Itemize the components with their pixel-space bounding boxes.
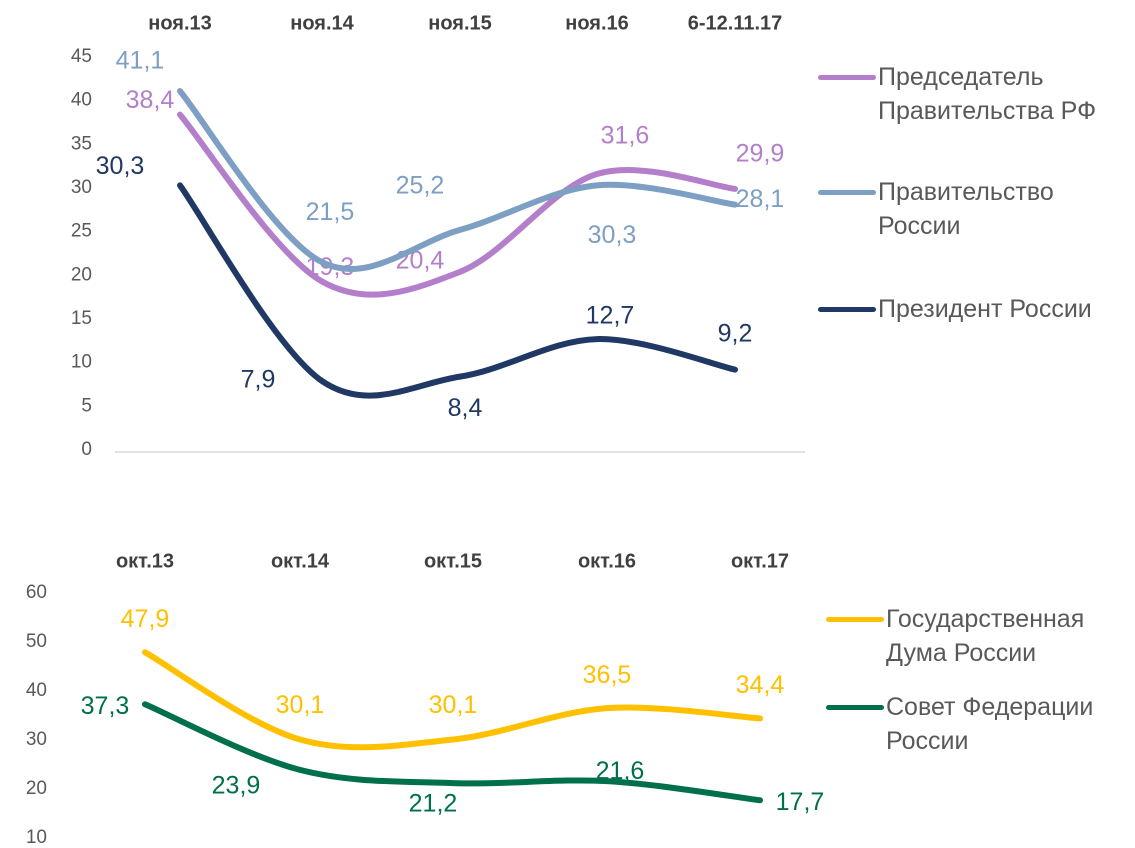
- data-label: 25,2: [396, 172, 445, 200]
- category-label: ноя.13: [148, 12, 212, 34]
- legend-text: Президент России: [878, 295, 1092, 323]
- legend-text: Государственная Дума России: [886, 605, 1085, 667]
- y-tick-label: 50: [26, 631, 47, 652]
- y-tick-label: 40: [71, 90, 92, 111]
- data-label: 23,9: [212, 771, 261, 799]
- legend-item: Совет Федерации России: [826, 690, 1135, 758]
- data-label: 29,9: [736, 139, 785, 167]
- data-label: 47,9: [121, 605, 170, 633]
- y-tick-label: 20: [71, 264, 92, 285]
- data-label: 17,7: [776, 788, 825, 816]
- y-tick-label: 30: [71, 177, 92, 198]
- legend-swatch: [818, 75, 876, 80]
- category-label: окт.14: [271, 550, 330, 572]
- series-line: [177, 182, 738, 399]
- series-line: [142, 649, 763, 751]
- legend-swatch: [818, 190, 876, 195]
- y-tick-label: 25: [71, 221, 92, 242]
- series-line: [177, 88, 738, 272]
- legend-swatch: [826, 705, 884, 710]
- legend-item: Государственная Дума России: [826, 602, 1135, 670]
- data-label: 30,1: [276, 691, 325, 719]
- data-label: 21,5: [306, 198, 355, 226]
- data-label: 12,7: [586, 302, 635, 330]
- legend-swatch: [818, 307, 876, 312]
- data-label: 20,4: [396, 246, 445, 274]
- category-label: 6-12.11.17: [688, 12, 783, 34]
- y-tick-label: 40: [26, 680, 47, 701]
- series-line: [142, 701, 763, 804]
- data-label: 36,5: [583, 661, 632, 689]
- data-label: 21,2: [409, 790, 458, 818]
- data-label: 31,6: [601, 122, 650, 150]
- series-line: [177, 111, 738, 298]
- data-label: 7,9: [241, 366, 276, 394]
- data-label: 38,4: [126, 86, 175, 114]
- data-label: 37,3: [81, 692, 130, 720]
- category-label: ноя.14: [290, 12, 354, 34]
- y-tick-label: 20: [26, 778, 47, 799]
- y-tick-label: 10: [26, 827, 47, 848]
- y-tick-label: 35: [71, 133, 92, 154]
- category-label: окт.17: [731, 550, 789, 572]
- legend-swatch: [826, 617, 884, 622]
- y-tick-label: 60: [26, 582, 47, 603]
- category-label: ноя.15: [428, 12, 492, 34]
- data-label: 30,3: [588, 221, 637, 249]
- data-label: 9,2: [718, 319, 753, 347]
- data-label: 28,1: [736, 185, 785, 213]
- y-tick-label: 15: [71, 308, 92, 329]
- legend-item: Правительство России: [818, 175, 1135, 243]
- data-label: 30,1: [429, 691, 478, 719]
- y-tick-label: 0: [81, 439, 92, 460]
- category-label: окт.13: [116, 550, 174, 572]
- legend-text: Председатель Правительства РФ: [878, 63, 1097, 125]
- data-label: 41,1: [116, 47, 165, 75]
- category-label: ноя.16: [565, 12, 629, 34]
- y-tick-label: 30: [26, 729, 47, 750]
- data-label: 30,3: [96, 152, 145, 180]
- data-label: 21,6: [596, 757, 645, 785]
- legend-text: Правительство России: [878, 178, 1054, 240]
- legend-item: Президент России: [818, 292, 1135, 326]
- data-label: 34,4: [736, 671, 785, 699]
- legend-item: Председатель Правительства РФ: [818, 60, 1135, 128]
- y-tick-label: 10: [71, 352, 92, 373]
- data-label: 8,4: [448, 394, 483, 422]
- y-tick-label: 5: [81, 395, 92, 416]
- category-label: окт.15: [424, 550, 482, 572]
- category-label: окт.16: [578, 550, 636, 572]
- y-tick-label: 45: [71, 46, 92, 67]
- legend-text: Совет Федерации России: [886, 693, 1094, 755]
